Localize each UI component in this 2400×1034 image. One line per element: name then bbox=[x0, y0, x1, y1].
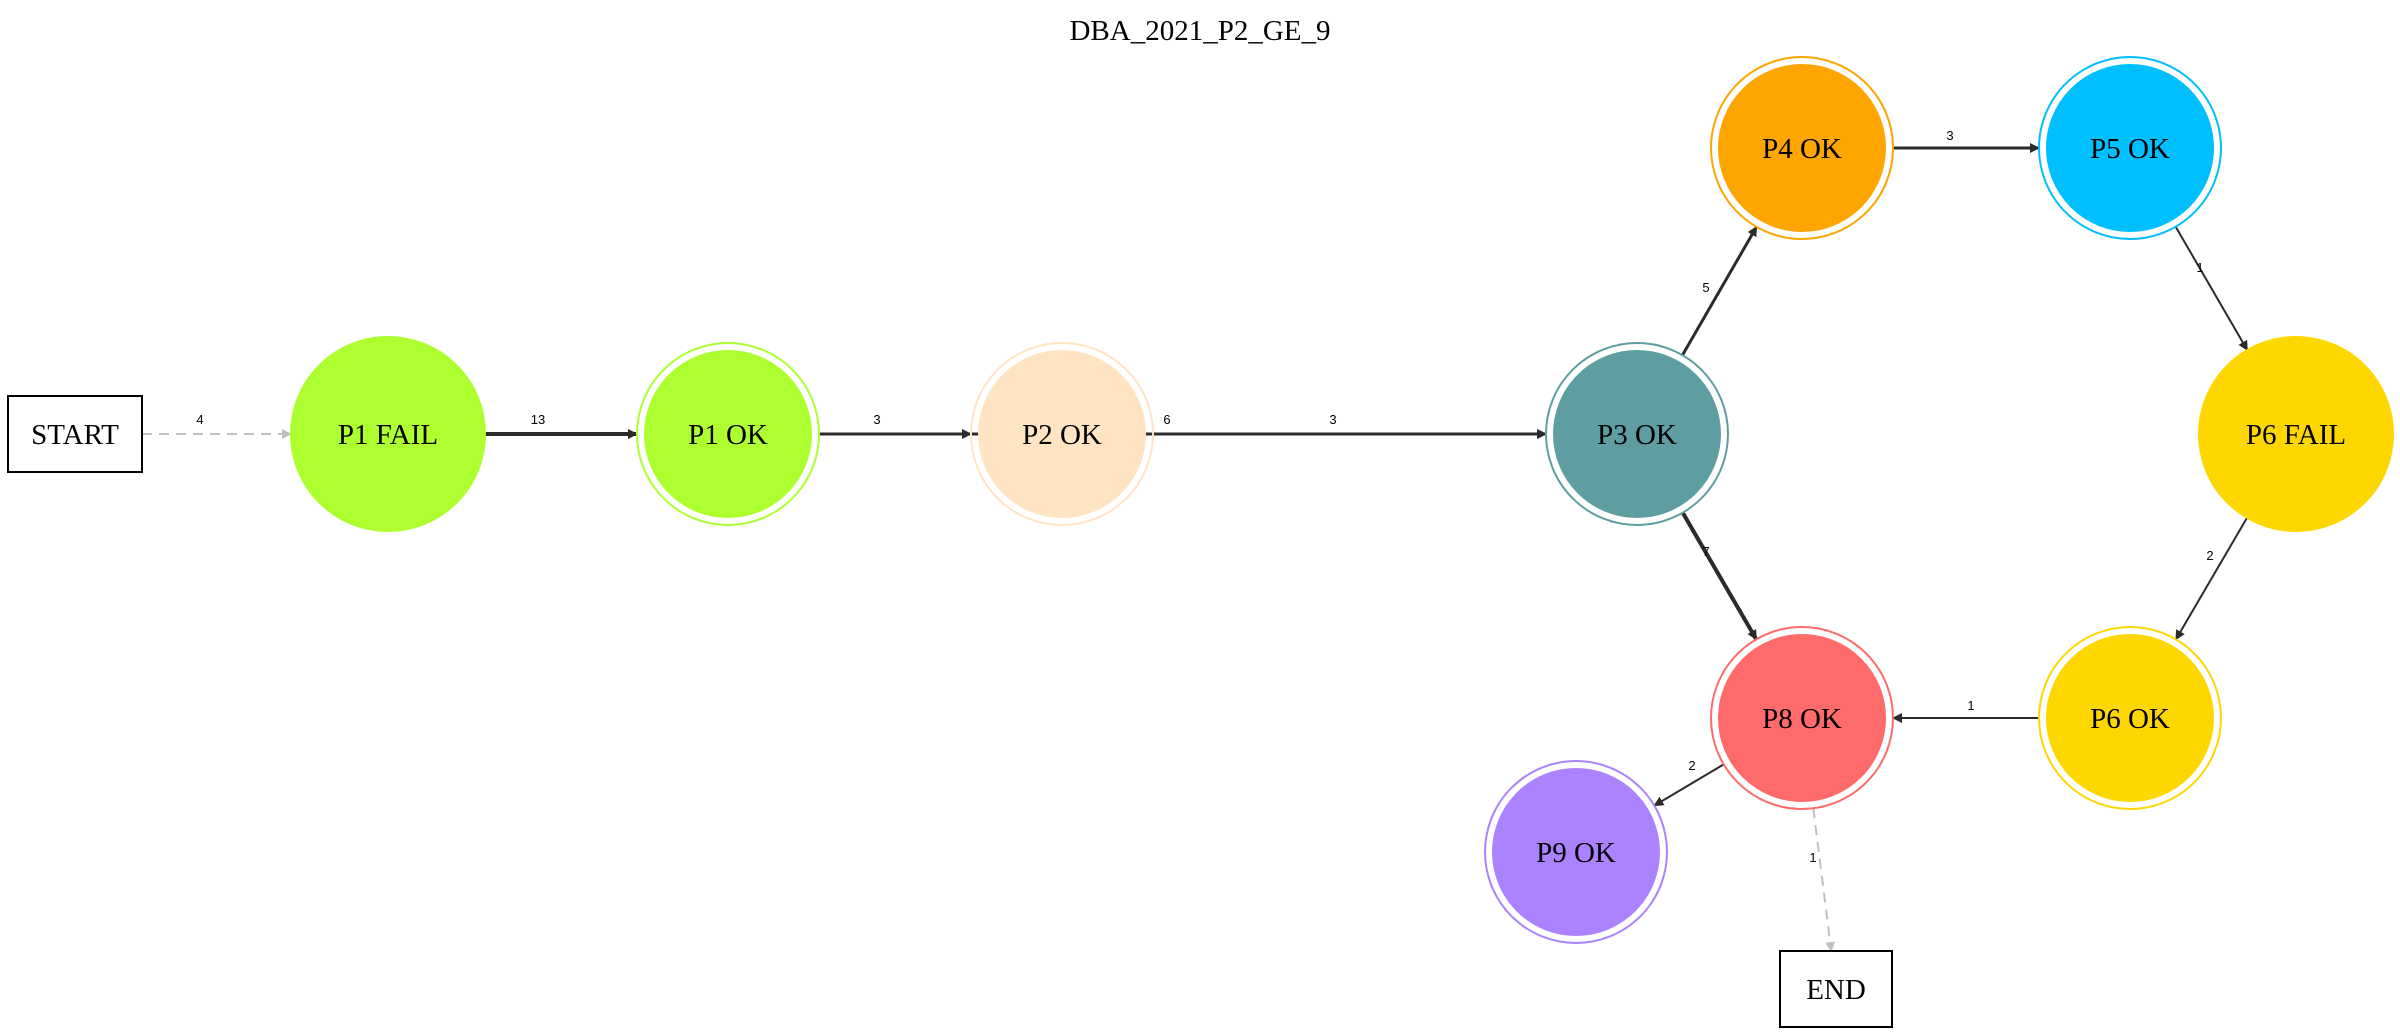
node-p4ok: P4 OK bbox=[1710, 56, 1894, 240]
node-p6fail: P6 FAIL bbox=[2198, 336, 2394, 532]
edge-line bbox=[2175, 517, 2248, 641]
edge-p1ok-to-p3ok: 6 bbox=[819, 412, 1547, 439]
node-box bbox=[1779, 950, 1893, 1028]
node-outer-ring bbox=[2038, 56, 2222, 240]
edge-p3ok-to-p4ok: 5 bbox=[1681, 225, 1758, 356]
edge-line bbox=[2174, 226, 2249, 351]
edge-count-label: 1 bbox=[2196, 260, 2203, 275]
edge-p3ok-to-p8ok: 7 bbox=[1680, 511, 1759, 641]
node-label: P3 OK bbox=[1597, 419, 1677, 451]
edge-line bbox=[1812, 808, 1836, 952]
node-label: P9 OK bbox=[1536, 837, 1616, 869]
node-circle bbox=[2046, 64, 2214, 232]
node-outer-ring bbox=[1710, 626, 1894, 810]
node-p3ok: P3 OK bbox=[1545, 342, 1729, 526]
node-p1ok: P1 OK bbox=[636, 342, 820, 526]
edge-start-to-p1fail: 4 bbox=[142, 412, 292, 439]
node-p5ok: P5 OK bbox=[2038, 56, 2222, 240]
node-start: START bbox=[7, 395, 143, 473]
edge-count-label: 6 bbox=[1163, 412, 1170, 427]
node-circle bbox=[978, 350, 1146, 518]
node-outer-ring bbox=[636, 342, 820, 526]
node-circle bbox=[1718, 64, 1886, 232]
edge-p8ok-to-p9ok: 2 bbox=[1653, 758, 1725, 807]
node-circle bbox=[2046, 634, 2214, 802]
diagram-title: DBA_2021_P2_GE_9 bbox=[1069, 15, 1330, 47]
edge-p6ok-to-p8ok: 1 bbox=[1892, 698, 2039, 723]
node-circle bbox=[1492, 768, 1660, 936]
edge-count-label: 3 bbox=[1946, 128, 1953, 143]
node-label: P6 OK bbox=[2090, 703, 2170, 735]
node-label: P1 FAIL bbox=[338, 419, 438, 451]
edge-p2ok-to-p3ok: 3 bbox=[1153, 412, 1547, 439]
node-circle bbox=[1718, 634, 1886, 802]
edge-p1ok-to-p2ok: 3 bbox=[819, 412, 972, 439]
node-end: END bbox=[1779, 950, 1893, 1028]
node-outer-ring bbox=[1545, 342, 1729, 526]
edge-p1fail-to-p1ok: 13 bbox=[485, 412, 638, 439]
edge-line bbox=[1653, 763, 1725, 807]
node-label: END bbox=[1806, 974, 1866, 1006]
node-outer-ring bbox=[1484, 760, 1668, 944]
edge-line bbox=[1681, 225, 1758, 356]
node-label: P1 OK bbox=[688, 419, 768, 451]
edge-count-label: 2 bbox=[2206, 548, 2213, 563]
node-circle bbox=[644, 350, 812, 518]
edge-count-label: 1 bbox=[1809, 850, 1816, 865]
node-p9ok: P9 OK bbox=[1484, 760, 1668, 944]
edges-layer: 4 13 3 6 3 5 7 3 1 2 1 2 1 bbox=[142, 128, 2249, 952]
node-outer-ring bbox=[2038, 626, 2222, 810]
node-p2ok: P2 OK bbox=[970, 342, 1154, 526]
edge-count-label: 7 bbox=[1702, 544, 1709, 559]
edge-p4ok-to-p5ok: 3 bbox=[1893, 128, 2040, 153]
edge-count-label: 1 bbox=[1967, 698, 1974, 713]
node-outer-ring bbox=[970, 342, 1154, 526]
node-label: P5 OK bbox=[2090, 133, 2170, 165]
node-circle bbox=[290, 336, 486, 532]
node-label: P6 FAIL bbox=[2246, 419, 2346, 451]
node-circle bbox=[2198, 336, 2394, 532]
edge-count-label: 2 bbox=[1688, 758, 1695, 773]
edge-count-label: 3 bbox=[873, 412, 880, 427]
node-label: P4 OK bbox=[1762, 133, 1842, 165]
edge-count-label: 13 bbox=[531, 412, 545, 427]
edge-count-label: 3 bbox=[1329, 412, 1336, 427]
node-label: P8 OK bbox=[1762, 703, 1842, 735]
nodes-layer: START P1 FAIL P1 OK P2 OK P3 OK P4 OK P5 OK P6 … bbox=[7, 56, 2394, 1028]
edge-count-label: 4 bbox=[196, 412, 203, 427]
edge-p6fail-to-p6ok: 2 bbox=[2175, 517, 2248, 641]
node-label: START bbox=[31, 419, 119, 451]
edge-p5ok-to-p6fail: 1 bbox=[2174, 226, 2249, 351]
node-label: P2 OK bbox=[1022, 419, 1102, 451]
edge-count-label: 5 bbox=[1702, 280, 1709, 295]
node-outer-ring bbox=[1710, 56, 1894, 240]
node-p6ok: P6 OK bbox=[2038, 626, 2222, 810]
edge-line bbox=[1680, 511, 1759, 641]
edge-p8ok-to-end: 1 bbox=[1809, 808, 1836, 952]
node-p1fail: P1 FAIL bbox=[290, 336, 486, 532]
node-box bbox=[7, 395, 143, 473]
node-p8ok: P8 OK bbox=[1710, 626, 1894, 810]
node-circle bbox=[1553, 350, 1721, 518]
